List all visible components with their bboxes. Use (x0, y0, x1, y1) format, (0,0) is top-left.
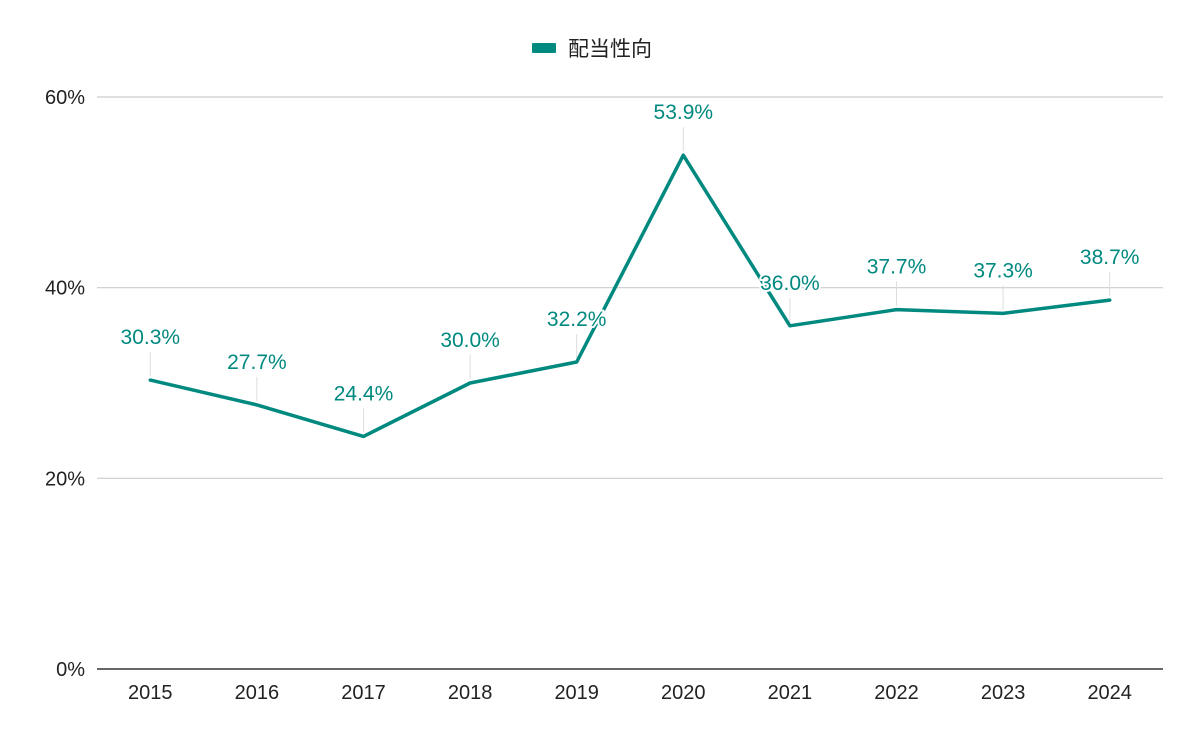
data-label: 53.9% (654, 101, 714, 124)
data-label: 36.0% (760, 272, 820, 295)
y-tick-label: 60% (45, 87, 85, 109)
legend-label: 配当性向 (568, 38, 652, 61)
data-label-leaders (149, 127, 1111, 433)
y-tick-label: 20% (45, 468, 85, 490)
y-axis-tick-labels: 0% 20% 40% 60% (45, 87, 85, 681)
x-tick-label: 2016 (235, 682, 280, 704)
data-label: 27.7% (227, 351, 287, 374)
x-tick-label: 2022 (874, 682, 919, 704)
data-label: 30.3% (121, 326, 181, 349)
legend-swatch (532, 43, 556, 53)
data-label: 37.7% (867, 256, 927, 279)
data-label: 32.2% (547, 308, 607, 331)
x-axis-tick-labels: 2015 2016 2017 2018 2019 2020 2021 2022 2023 2024 (128, 682, 1132, 704)
data-label: 38.7% (1080, 246, 1140, 269)
legend: 配当性向 (532, 38, 652, 61)
gridlines (97, 96, 1163, 670)
x-tick-label: 2015 (128, 682, 173, 704)
data-labels: 30.3% 27.7% 24.4% 30.0% 32.2% 53.9% 36.0% 37.7%… (119, 99, 1142, 407)
x-tick-label: 2019 (554, 682, 599, 704)
x-tick-label: 2021 (768, 682, 813, 704)
series-line (148, 153, 1112, 439)
y-tick-label: 40% (45, 278, 85, 300)
x-tick-label: 2020 (661, 682, 706, 704)
data-label: 37.3% (973, 259, 1033, 282)
y-tick-label: 0% (56, 659, 85, 681)
x-tick-label: 2024 (1087, 682, 1132, 704)
data-label: 30.0% (440, 329, 500, 352)
x-tick-label: 2018 (448, 682, 493, 704)
x-tick-label: 2023 (981, 682, 1026, 704)
x-tick-label: 2017 (341, 682, 386, 704)
data-label: 24.4% (334, 382, 394, 405)
